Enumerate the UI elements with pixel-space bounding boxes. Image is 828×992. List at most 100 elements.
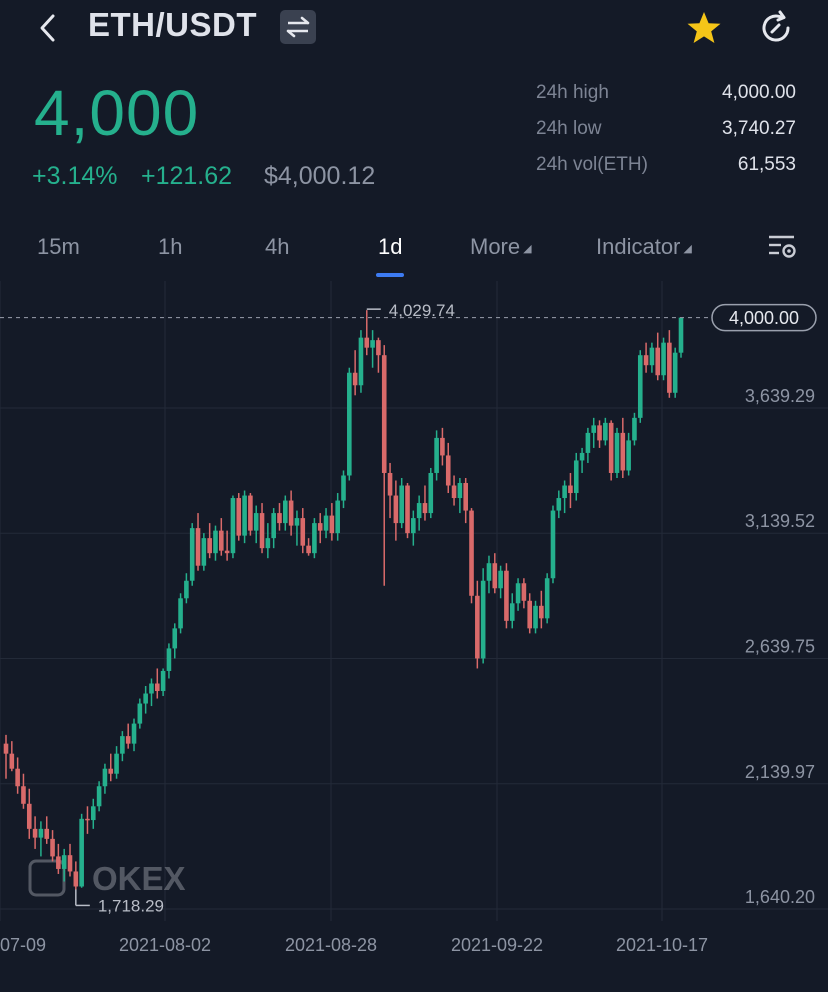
candle-body [498, 570, 503, 589]
candle-body [253, 513, 259, 531]
y-tick-label: 3,639.29 [745, 386, 815, 406]
candle-body [457, 483, 463, 499]
stat-24h-vol: 24h vol(ETH) 61,553 [536, 154, 796, 190]
candle-body [323, 515, 329, 531]
candle-body [154, 683, 160, 692]
candle-body [61, 855, 67, 869]
candle-body [376, 340, 381, 356]
candle-body [79, 818, 84, 887]
candle-body [608, 422, 614, 473]
candle-body [312, 523, 317, 554]
candle-body [230, 498, 236, 554]
y-tick-label: 2,639.75 [745, 636, 815, 656]
candle-body [271, 513, 276, 539]
candle-body [614, 432, 620, 473]
candle-body [277, 513, 282, 524]
candle-body [201, 538, 207, 566]
candle-body [451, 485, 457, 499]
candle-body [626, 440, 631, 471]
tab-indicator[interactable]: Indicator ◢ [596, 234, 692, 260]
candle-body [533, 605, 538, 629]
candle-body [166, 648, 172, 671]
candle-body [300, 518, 306, 546]
favorite-button[interactable] [684, 8, 724, 48]
candle-body [294, 518, 300, 526]
candlestick-chart[interactable]: OKEX 4,029.74 1,718.29 4,000.00 3,639.29 3,13… [0, 281, 828, 987]
candle-body [521, 583, 527, 601]
tab-1h[interactable]: 1h [158, 234, 183, 259]
stat-value: 4,000.00 [722, 82, 796, 103]
chart-settings-button[interactable] [766, 232, 800, 262]
tab-more[interactable]: More ◢ [470, 234, 532, 260]
candle-body [172, 628, 178, 649]
candle-body [661, 342, 666, 376]
candle-body [667, 342, 672, 393]
tab-1d[interactable]: 1d [378, 234, 403, 259]
x-tick-label: 2021-10-17 [616, 935, 708, 955]
max-price-label: 4,029.74 [389, 301, 455, 320]
okex-watermark: OKEX [28, 859, 186, 897]
candle-body [527, 600, 533, 629]
candle-body [21, 786, 26, 804]
watermark-text: OKEX [92, 860, 186, 897]
candle-body [85, 818, 90, 821]
stat-value: 61,553 [737, 154, 796, 175]
candle-body [90, 806, 96, 821]
candle-body [597, 425, 602, 441]
header: ETH/USDT [0, 0, 828, 60]
candle-body [364, 337, 370, 348]
candle-body [259, 513, 265, 549]
x-tick-label: 2021-08-02 [119, 935, 211, 955]
history-button[interactable] [756, 8, 796, 48]
candle-body [649, 347, 655, 366]
candle-body [242, 495, 247, 536]
candle-body [411, 518, 416, 534]
candle-body [475, 595, 480, 659]
tab-15m[interactable]: 15m [37, 234, 80, 259]
interval-tabs: 15m 1h 4h 1d More ◢ Indicator ◢ [0, 226, 828, 278]
candle-body [125, 736, 131, 744]
stat-label: 24h low [536, 118, 602, 139]
candle-body [26, 803, 32, 829]
candle-body [120, 736, 125, 754]
candle-body [184, 580, 189, 599]
candle-body [655, 347, 661, 376]
candle-body [265, 538, 271, 549]
candle-body [370, 340, 375, 348]
caret-down-icon: ◢ [683, 242, 692, 255]
candle-body [434, 437, 439, 473]
tab-indicator-label: Indicator [596, 234, 681, 259]
pair-title[interactable]: ETH/USDT [88, 6, 257, 43]
candle-body [50, 838, 55, 857]
chart-svg[interactable]: OKEX 4,029.74 1,718.29 4,000.00 3,639.29 3,13… [0, 281, 828, 987]
stat-label: 24h vol(ETH) [536, 154, 648, 175]
stat-24h-low: 24h low 3,740.27 [536, 118, 796, 154]
active-tab-underline [376, 273, 404, 277]
candle-body [387, 472, 393, 496]
candle-body [213, 530, 218, 554]
swap-icon [286, 16, 310, 38]
candle-body [341, 475, 346, 501]
back-button[interactable] [30, 8, 66, 48]
candle-body [463, 483, 468, 511]
candle-body [509, 603, 515, 621]
candle-body [544, 578, 550, 619]
candle-body [224, 550, 230, 554]
candle-body [678, 317, 684, 353]
tab-4h[interactable]: 4h [265, 234, 290, 259]
stat-value: 3,740.27 [722, 118, 796, 139]
candle-body [486, 563, 492, 581]
x-tick-label: 2021-08-28 [285, 935, 377, 955]
star-icon [687, 12, 721, 43]
candle-body [189, 528, 195, 581]
candle-body [428, 472, 434, 514]
candle-body [603, 422, 608, 441]
swap-button[interactable] [280, 10, 316, 44]
candle-body [585, 432, 591, 453]
candle-body [67, 855, 73, 872]
candle-body [504, 570, 509, 621]
candle-body [178, 598, 183, 629]
x-tick-label: 2021-09-22 [451, 935, 543, 955]
candle-body [108, 768, 114, 774]
candle-body [236, 498, 242, 536]
